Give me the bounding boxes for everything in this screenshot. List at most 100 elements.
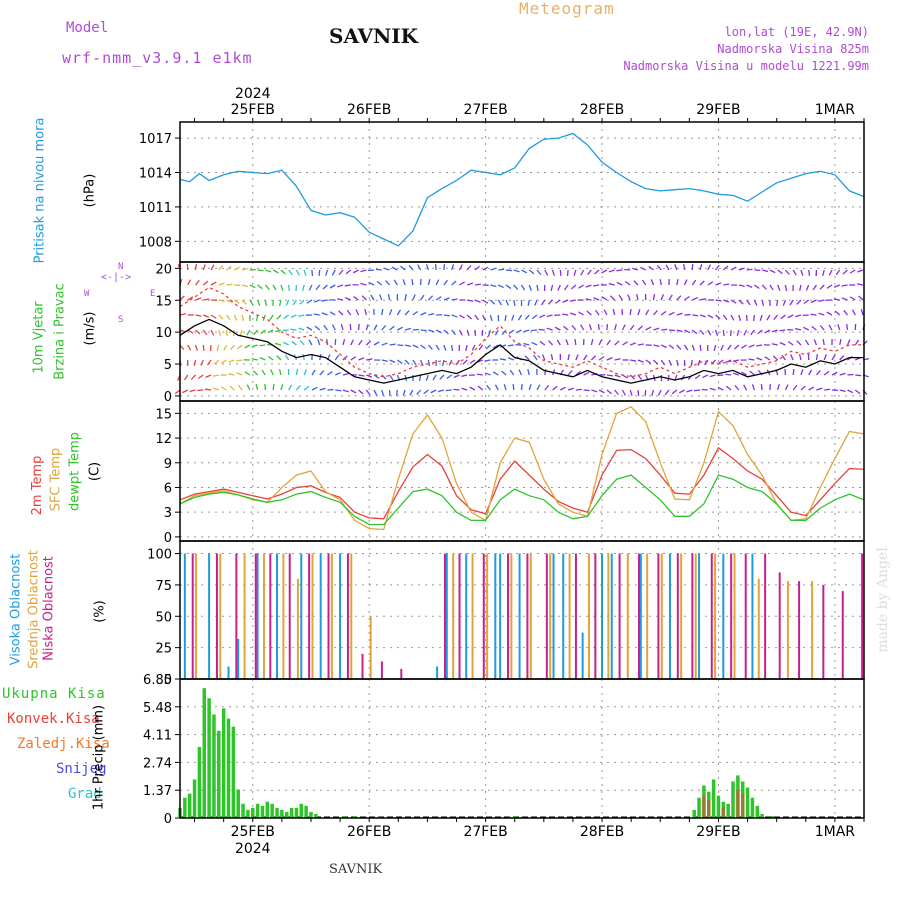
wind-vector — [195, 297, 202, 301]
wind-vector — [465, 344, 468, 351]
wind-vector — [751, 384, 755, 391]
precip-bar — [731, 781, 735, 818]
wind-vector — [757, 329, 763, 335]
precip-hail-label: Grad — [68, 786, 102, 802]
y-tick-label: 1014 — [139, 166, 172, 181]
precip-bar — [740, 793, 745, 818]
wind-vector — [344, 297, 352, 301]
wind-vector — [657, 389, 662, 396]
wind-vector — [313, 313, 320, 316]
wind-vector — [400, 265, 406, 271]
wind-vector — [567, 370, 573, 376]
wind-vector — [637, 325, 643, 331]
wind-vector — [230, 344, 235, 351]
wind-vector — [325, 269, 329, 276]
wind-vector — [527, 369, 530, 376]
precip-snow-label: Snijeg — [56, 761, 107, 777]
wind-vector — [482, 314, 486, 321]
wind-vector — [252, 370, 259, 376]
wind-vector — [313, 299, 320, 303]
wind-vector — [373, 324, 378, 331]
wind-vector — [784, 284, 788, 292]
precip-total-label: Ukupna Kisa — [2, 686, 106, 702]
wind-vector — [303, 385, 310, 391]
wind-vector — [365, 389, 371, 396]
wind-vector — [249, 299, 254, 306]
wind-vector — [274, 329, 282, 333]
wind-vector — [743, 384, 748, 391]
wind-vector — [174, 389, 181, 395]
wind-vector — [253, 329, 259, 335]
wind-vector — [709, 374, 716, 378]
wind-vector — [226, 265, 232, 271]
wind-vector — [295, 385, 301, 391]
wind-vector — [718, 359, 724, 364]
wind-vector — [678, 389, 685, 394]
model-label: Model — [66, 20, 109, 36]
wind-vector — [205, 374, 212, 378]
wind-vector — [404, 327, 412, 331]
wind-vector — [179, 313, 187, 316]
wind-vector — [556, 339, 561, 346]
wind-vector — [707, 264, 712, 271]
wind-vector — [299, 299, 305, 305]
wind-vector — [665, 264, 670, 271]
precip-bar — [236, 789, 240, 818]
wind-vector — [396, 309, 402, 316]
wind-vector — [265, 269, 272, 273]
wind-vector — [402, 279, 406, 286]
wind-vector — [466, 314, 473, 320]
footer-station: SAVNIK — [329, 862, 383, 877]
wind-vector — [612, 309, 616, 316]
wind-vector — [723, 283, 730, 286]
wind-vector — [466, 329, 470, 336]
wind-vector — [683, 279, 688, 286]
wind-vector — [513, 284, 519, 290]
y-tick-label: 6.85 — [143, 673, 172, 688]
y-tick-label: 1011 — [139, 201, 172, 216]
wind-vector — [536, 384, 541, 391]
wind-vector — [792, 368, 795, 376]
wind-vector — [518, 369, 523, 376]
wind-vector — [489, 314, 493, 321]
wind-vector — [194, 263, 197, 271]
wind-vector — [571, 324, 577, 331]
meteogram-label: Meteogram — [519, 0, 615, 18]
wind-vector — [586, 310, 592, 316]
precip-bar — [343, 815, 347, 818]
wind-vector — [782, 299, 787, 306]
wind-vector — [578, 284, 584, 289]
wind-vector — [709, 387, 716, 391]
wind-vector — [451, 264, 455, 271]
wind-vector — [738, 314, 742, 321]
series-line — [179, 406, 865, 531]
wind-vector — [216, 344, 220, 351]
wind-vector — [471, 344, 476, 351]
wind-vector — [645, 326, 652, 331]
precip-bar — [183, 797, 187, 818]
wind-vector — [590, 355, 597, 361]
wind-vector — [676, 329, 683, 333]
wind-vector — [753, 284, 760, 289]
wind-vector — [800, 385, 806, 391]
wind-vector — [443, 263, 446, 271]
wind-vector — [501, 370, 507, 376]
wind-vector — [621, 389, 626, 396]
wind-vector — [327, 371, 333, 376]
wind-vector — [802, 314, 809, 317]
wind-vector — [423, 389, 429, 395]
wind-vector — [218, 282, 225, 286]
wind-vector — [815, 370, 821, 376]
wind-vector — [777, 384, 780, 391]
wind-vector — [789, 299, 794, 306]
wind-vector — [278, 369, 282, 376]
compass-n: N — [118, 262, 124, 272]
wind-vector — [527, 299, 530, 307]
wind-vector — [671, 389, 678, 395]
y-tick-label: 100 — [147, 548, 172, 563]
wind-vector — [505, 269, 513, 272]
wind-vector — [366, 358, 373, 361]
precip-bar — [192, 779, 197, 818]
wind-vector — [839, 338, 842, 346]
wind-vector — [378, 294, 383, 301]
